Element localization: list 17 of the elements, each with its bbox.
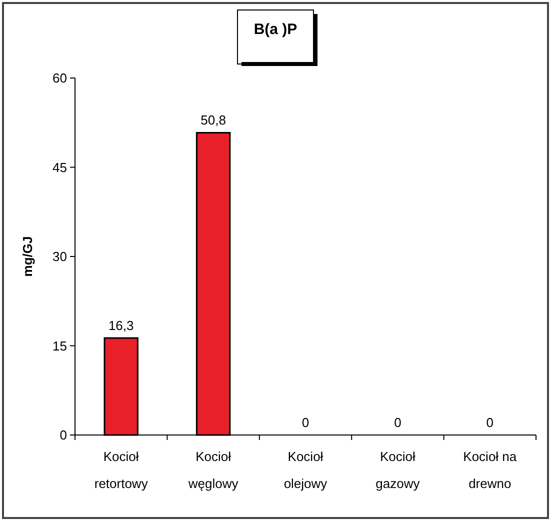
x-tick-label: Kocioł gazowy [376, 449, 420, 491]
x-tick-label: Kocioł retortowy [94, 449, 148, 491]
data-label: 0 [486, 415, 494, 430]
data-label: 16,3 [108, 318, 134, 334]
x-tick-label: Kocioł węglowy [187, 449, 239, 491]
y-tick-label: 30 [52, 249, 67, 264]
data-label: 0 [302, 415, 310, 430]
x-tick-label: Kocioł na drewno [463, 449, 518, 491]
y-tick-label: 60 [52, 70, 67, 86]
y-tick-label: 15 [52, 338, 67, 354]
y-tick-label: 45 [52, 160, 67, 175]
data-label: 50,8 [200, 112, 226, 128]
chart-title: B(a )P [254, 21, 298, 38]
y-tick-label: 0 [60, 428, 67, 443]
x-tick-label: Kocioł olejowy [284, 449, 328, 491]
y-axis-title: mg/GJ [20, 236, 35, 277]
data-label: 0 [394, 415, 402, 430]
